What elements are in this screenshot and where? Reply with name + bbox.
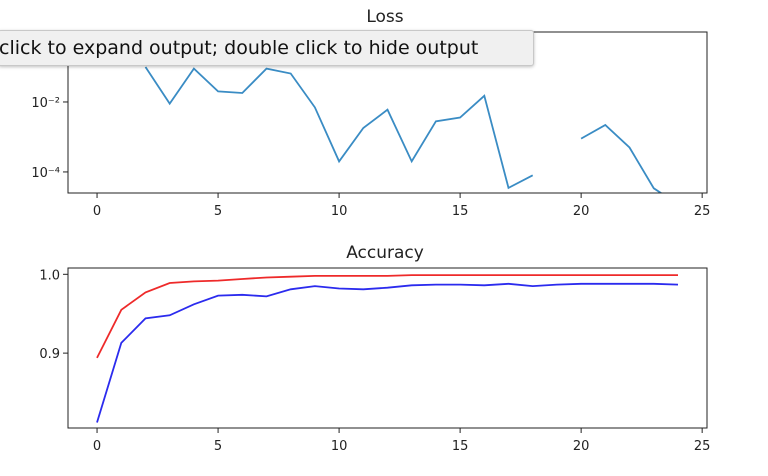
output-tooltip[interactable]: click to expand output; double click to …	[0, 30, 534, 66]
x-tick-label: 0	[93, 204, 101, 219]
x-tick-label: 20	[573, 204, 590, 219]
series-line	[96, 274, 678, 359]
x-tick-label: 25	[694, 204, 711, 219]
x-tick-label: 20	[573, 439, 590, 454]
series-line	[144, 66, 663, 193]
chart-title: Accuracy	[346, 243, 424, 263]
y-tick-label: 0.9	[39, 347, 60, 362]
series-line	[96, 282, 679, 423]
y-tick-label: 10⁻⁴	[31, 166, 60, 181]
accuracy-chart: Accuracy 0 5 10 15 20 25 0.9 1.0	[39, 243, 710, 454]
y-tick-label: 1.0	[39, 268, 60, 283]
y-tick-label: 10⁻²	[31, 96, 60, 111]
x-tick-label: 5	[214, 204, 222, 219]
x-tick-label: 10	[331, 204, 348, 219]
x-tick-label: 25	[694, 439, 711, 454]
plot-frame	[67, 267, 708, 429]
x-tick-label: 15	[452, 439, 469, 454]
chart-title: Loss	[366, 7, 403, 27]
x-tick-label: 5	[214, 439, 222, 454]
x-tick-label: 0	[93, 439, 101, 454]
x-tick-label: 10	[331, 439, 348, 454]
x-tick-label: 15	[452, 204, 469, 219]
loss-chart: Loss 0 5 10 15 20 25 10⁻² 10⁻⁴	[31, 7, 710, 219]
